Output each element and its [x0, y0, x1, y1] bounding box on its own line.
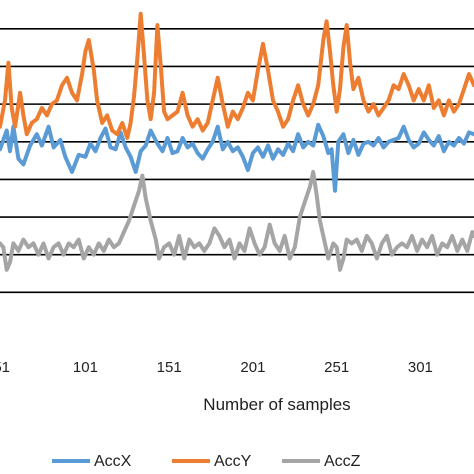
legend-label-accy: AccY [214, 453, 252, 470]
series-line-accy [0, 11, 474, 140]
x-tick-label: 101 [73, 359, 98, 376]
series-line-accz [0, 169, 474, 272]
series-lines [0, 11, 474, 272]
x-axis-tick-labels: 51 101 151 201 251 301 [0, 359, 433, 376]
x-axis-title: Number of samples [203, 395, 350, 414]
legend-label-accx: AccX [94, 453, 132, 470]
x-tick-label: 301 [408, 359, 433, 376]
legend: AccX AccY AccZ [52, 453, 361, 470]
x-tick-label: 51 [0, 359, 10, 376]
series-line-accx [0, 122, 474, 193]
legend-label-accz: AccZ [324, 453, 361, 470]
x-tick-label: 201 [240, 359, 265, 376]
horizontal-gridlines [0, 28, 474, 294]
x-tick-label: 151 [157, 359, 182, 376]
x-tick-label: 251 [324, 359, 349, 376]
